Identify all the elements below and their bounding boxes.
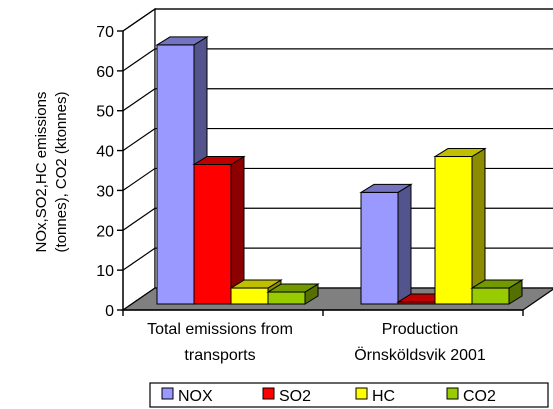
y-tick-label: 50 (96, 104, 114, 121)
legend: NOX SO2 HC CO2 (149, 382, 549, 408)
bar-top (192, 156, 246, 165)
bar-top (229, 279, 283, 289)
bar-front (360, 191, 399, 305)
legend-swatch-so2 (262, 387, 275, 400)
y-tick-label: 70 (96, 24, 114, 41)
gridline (122, 127, 553, 152)
bar-top (359, 183, 413, 193)
y-axis-title-line: NOx,SO2,HC emissions (33, 92, 50, 253)
y-tick-label: 10 (96, 263, 114, 280)
y-axis-label: NOx,SO2,HC emissions (tonnes), CO2 (ktonn… (33, 92, 70, 253)
legend-swatch-co2 (446, 387, 459, 400)
category-labels: Total emissions from transports Production… (147, 321, 486, 364)
bar-top (470, 279, 524, 289)
bar-nox-1 (359, 183, 413, 305)
bar-front (193, 164, 232, 305)
axes (117, 30, 524, 316)
y-tick-label: 60 (96, 64, 114, 81)
category-label: Örnsköldsvik 2001 (354, 346, 486, 364)
category-label: transports (184, 347, 255, 364)
side-wall (122, 7, 156, 312)
legend-label-hc: HC (372, 388, 395, 405)
gridlines (122, 8, 553, 271)
y-tick-label: 40 (96, 144, 114, 161)
bar-co2-1 (470, 279, 524, 305)
category-label: Total emissions from (147, 321, 293, 338)
bar-side (397, 183, 412, 305)
gridline (122, 48, 553, 72)
gridline (122, 247, 553, 271)
bar-top (433, 148, 487, 158)
gridline (122, 207, 553, 231)
gridline (122, 8, 553, 32)
y-axis-title-line: (tonnes), CO2 (ktonnes) (53, 92, 70, 253)
bar-so2-0 (192, 155, 246, 305)
legend-label-so2: SO2 (279, 388, 311, 405)
y-tick-label: 20 (96, 223, 114, 240)
gridline (122, 167, 553, 191)
bar-front (471, 287, 510, 305)
y-tick-label: 0 (105, 303, 114, 320)
bar-front (156, 44, 195, 305)
bar-top (266, 283, 320, 293)
legend-swatch-hc (355, 387, 368, 400)
legend-box (149, 382, 549, 408)
bar-co2-0 (266, 283, 320, 305)
legend-label-nox: NOX (178, 388, 213, 405)
legend-swatch-nox (161, 387, 174, 400)
y-tick-label: 30 (96, 183, 114, 200)
bar-front (434, 156, 473, 305)
bar-front (267, 291, 306, 305)
bars (155, 36, 524, 305)
bar-front (230, 287, 269, 305)
bar-top (155, 36, 209, 46)
bar-hc-1 (433, 147, 487, 305)
category-label: Production (382, 321, 459, 338)
y-tick-labels: 0 10 20 30 40 50 60 70 (96, 24, 114, 320)
gridline (122, 88, 553, 112)
legend-label-co2: CO2 (463, 388, 496, 405)
